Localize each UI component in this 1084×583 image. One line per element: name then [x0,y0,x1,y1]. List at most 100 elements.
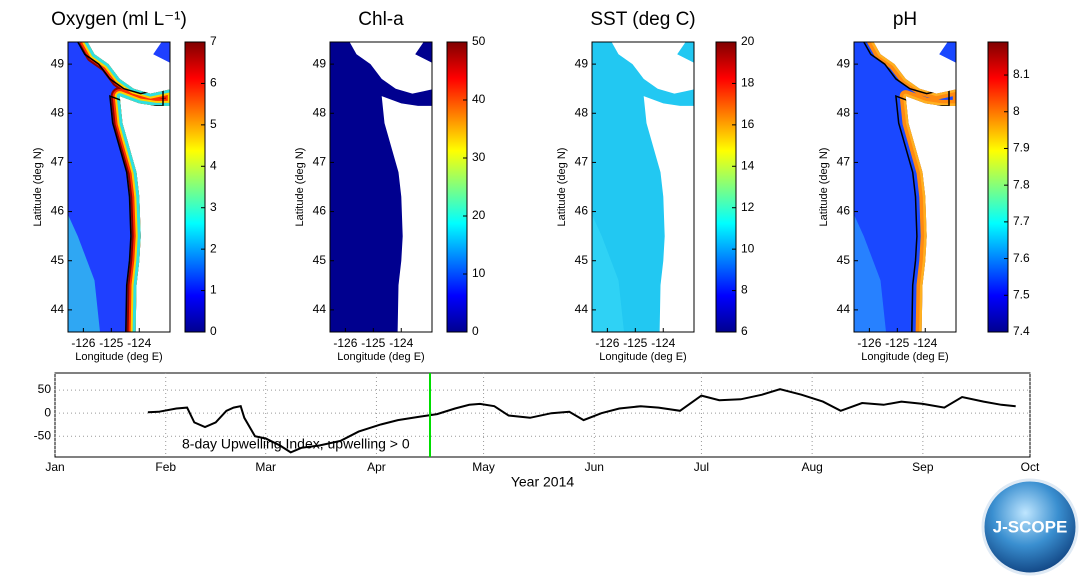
colorbar-tick-label: 0 [472,324,479,338]
upwelling-line [147,388,1016,454]
x-axis-label: Longitude (deg E) [861,351,948,363]
map-area [330,42,432,332]
colorbar-tick-label: 1 [210,283,217,297]
y-tick-label: 46 [837,204,851,218]
colorbar-tick-label: 4 [210,158,217,172]
y-axis-label: Latitude (deg N) [32,148,44,227]
y-tick-label: 48 [51,105,65,119]
colorbar-tick-label: 2 [210,241,217,255]
map-area [68,42,170,332]
x-axis-label: Longitude (deg E) [599,351,686,363]
colorbar-tick-label: 8 [741,283,748,297]
y-tick-label: 45 [313,253,327,267]
colorbar-tick-label: 30 [472,150,486,164]
y-tick-label: 47 [51,155,65,169]
x-tick-label: -126 [71,336,95,350]
y-tick-label: 44 [575,302,589,316]
y-tick-label: 48 [837,105,851,119]
axes-frame [853,41,957,333]
y-tick-label: 49 [837,56,851,70]
y-tick-label: -50 [34,428,52,442]
x-tick-label: Jan [45,460,64,474]
x-axis-label: Longitude (deg E) [75,351,162,363]
colorbar-tick-label: 8 [1013,104,1020,118]
map-area [592,42,694,332]
y-tick-label: 47 [313,155,327,169]
colorbar-tick-label: 40 [472,92,486,106]
colorbar-tick-label: 8.1 [1013,67,1030,81]
x-axis-label: Longitude (deg E) [337,351,424,363]
y-tick-label: 44 [51,302,65,316]
colorbar-tick-label: 12 [741,200,755,214]
x-tick-label: -124 [913,336,937,350]
x-tick-label: -125 [361,336,385,350]
x-tick-label: Feb [155,460,176,474]
y-axis-label: Latitude (deg N) [556,148,568,227]
map-panel: Oxygen (ml L⁻¹) Longitude (deg E) Latitude… [32,9,217,363]
colorbar-tick-label: 20 [472,208,486,222]
colorbar-tick-label: 6 [741,324,748,338]
colorbar-tick-label: 7.6 [1013,251,1030,265]
axes-frame [591,41,695,333]
colorbar-tick-label: 0 [210,324,217,338]
map-title: Oxygen (ml L⁻¹) [51,9,187,30]
y-axis-label: Latitude (deg N) [294,148,306,227]
y-tick-label: 49 [575,56,589,70]
colorbar-tick-label: 20 [741,34,755,48]
y-axis-label: Latitude (deg N) [818,148,830,227]
y-tick-label: 46 [51,204,65,218]
colorbar-tick-label: 50 [472,34,486,48]
colorbar-tick-label: 6 [210,76,217,90]
line-chart: Jan Feb Mar Apr May Jun Jul Aug Sep Oct -50 0 50 8-da… [34,372,1040,490]
colorbar-tick-label: 16 [741,117,755,131]
y-tick-label: 44 [837,302,851,316]
colorbar [715,41,737,333]
x-tick-label: Jul [694,460,709,474]
x-tick-label: -124 [389,336,413,350]
map-title: pH [893,9,917,30]
offshore [592,187,627,332]
x-tick-label: -125 [99,336,123,350]
y-tick-label: 47 [837,155,851,169]
x-tick-label: Aug [801,460,822,474]
colorbar-tick-label: 7.4 [1013,324,1030,338]
map-panel: SST (deg C) Longitude (deg E) Latitude (de… [556,9,755,363]
x-tick-label: Apr [367,460,386,474]
x-tick-label: Oct [1021,460,1040,474]
y-tick-label: 48 [575,105,589,119]
x-tick-label: -126 [333,336,357,350]
y-tick-label: 48 [313,105,327,119]
y-tick-label: 44 [313,302,327,316]
offshore [68,187,103,332]
map-title: SST (deg C) [590,9,695,30]
y-tick-label: 49 [51,56,65,70]
y-tick-label: 46 [575,204,589,218]
logo-circle [981,478,1079,576]
colorbar-tick-label: 7 [210,34,217,48]
x-tick-label: -125 [885,336,909,350]
axes-frame [67,41,171,333]
map-panel: Chl-a Longitude (deg E) Latitude (deg N) -1… [294,9,486,363]
x-tick-label: May [472,460,495,474]
x-tick-label: -125 [623,336,647,350]
coastal-band [870,42,956,332]
colorbar [184,41,206,333]
x-tick-label: -126 [857,336,881,350]
x-tick-label: Sep [912,460,934,474]
y-tick-label: 0 [44,405,51,419]
x-tick-label: -124 [651,336,675,350]
y-tick-label: 49 [313,56,327,70]
map-area [854,42,956,332]
colorbar-tick-label: 10 [472,266,486,280]
y-tick-label: 45 [575,253,589,267]
x-tick-label: -126 [595,336,619,350]
logo: J-SCOPE [981,478,1079,576]
colorbar-tick-label: 5 [210,117,217,131]
colorbar-tick-label: 14 [741,158,755,172]
colorbar [446,41,468,333]
y-tick-label: 45 [837,253,851,267]
colorbar [987,41,1009,333]
annotation: 8-day Upwelling Index, upwelling > 0 [182,436,410,452]
